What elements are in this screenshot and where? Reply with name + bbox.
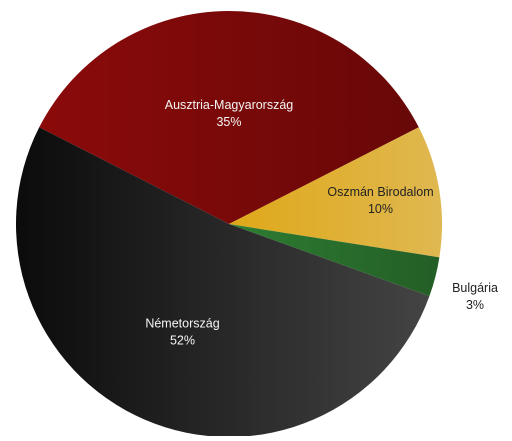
- slice-label-oszman-birodalom: Oszmán Birodalom: [327, 185, 433, 199]
- pie-labels: Ausztria-Magyarország 35% Oszmán Birodalom…: [145, 98, 498, 347]
- pie-slice-nemetorszag: [15, 127, 430, 438]
- pie-slice-ausztria-magyarorszag: [39, 11, 419, 225]
- slice-label-bulgaria: Bulgária: [452, 281, 498, 295]
- slice-value-bulgaria: 3%: [466, 298, 484, 312]
- pie-slices: [15, 11, 443, 438]
- slice-label-ausztria-magyarorszag: Ausztria-Magyarország: [165, 98, 294, 112]
- pie-slice-bulgaria: [229, 224, 440, 297]
- slice-value-nemetorszag: 52%: [170, 334, 195, 348]
- slice-label-nemetorszag: Németország: [145, 317, 219, 331]
- slice-value-ausztria-magyarorszag: 35%: [216, 115, 241, 129]
- slice-value-oszman-birodalom: 10%: [368, 202, 393, 216]
- pie-slice-oszman-birodalom: [229, 127, 443, 258]
